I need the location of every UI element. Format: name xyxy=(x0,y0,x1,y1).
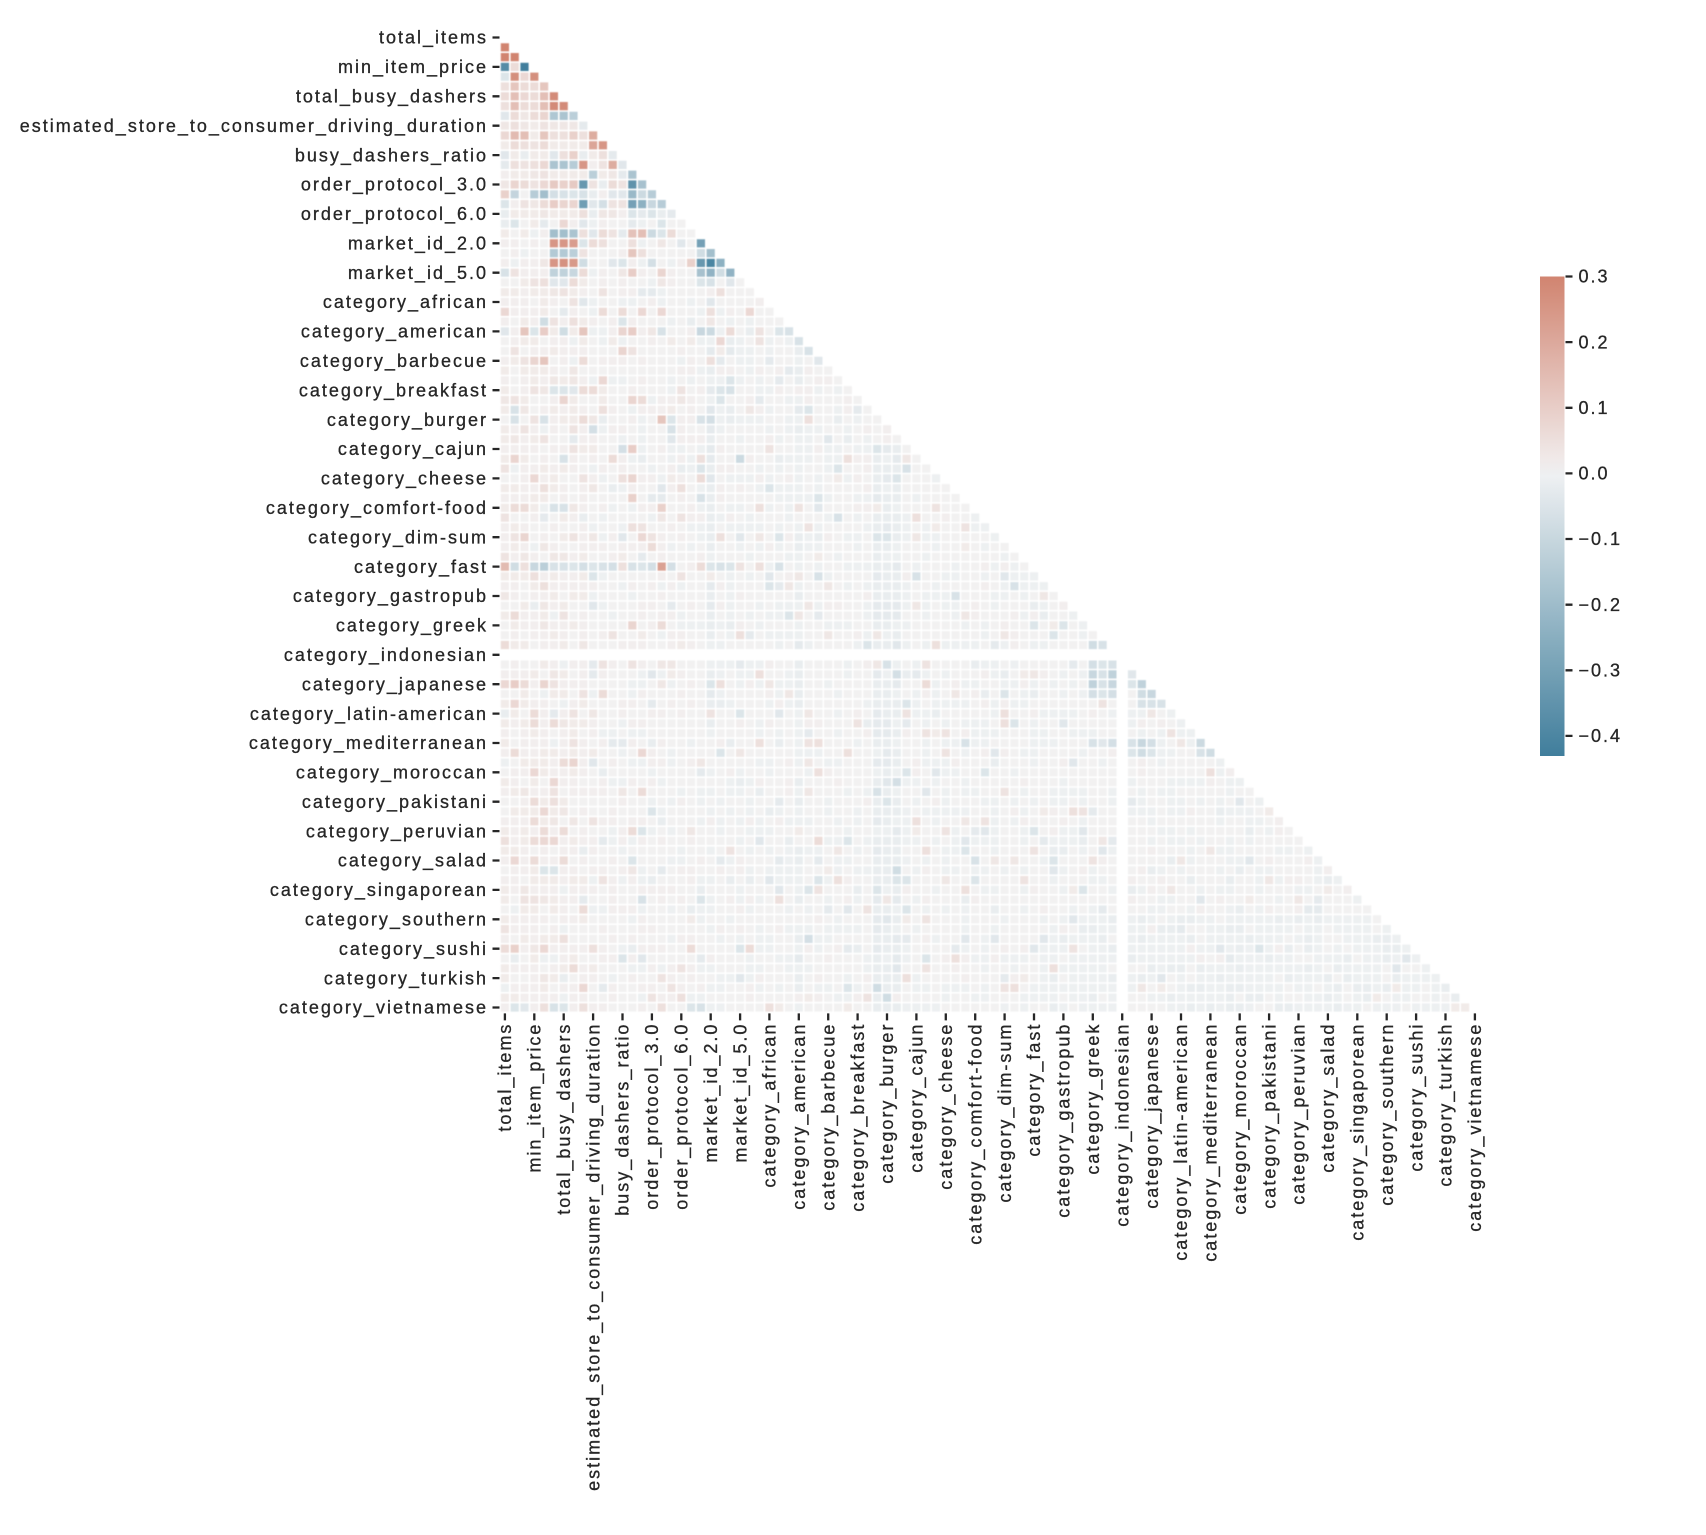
svg-text:category_singaporean: category_singaporean xyxy=(1348,1023,1369,1241)
svg-text:category_japanese: category_japanese xyxy=(1142,1023,1163,1209)
svg-text:total_busy_dashers: total_busy_dashers xyxy=(296,87,488,108)
svg-text:category_fast: category_fast xyxy=(1024,1023,1045,1157)
svg-text:−0.1: −0.1 xyxy=(1579,529,1623,549)
svg-text:category_gastropub: category_gastropub xyxy=(1054,1023,1075,1218)
svg-text:category_dim-sum: category_dim-sum xyxy=(308,527,488,548)
svg-text:total_items: total_items xyxy=(495,1023,516,1132)
svg-text:category_southern: category_southern xyxy=(305,910,488,931)
svg-text:category_comfort-food: category_comfort-food xyxy=(965,1023,986,1245)
svg-text:category_turkish: category_turkish xyxy=(1436,1023,1457,1187)
svg-text:category_southern: category_southern xyxy=(1377,1023,1398,1206)
svg-text:category_sushi: category_sushi xyxy=(339,939,488,960)
svg-text:category_japanese: category_japanese xyxy=(302,674,488,695)
svg-text:−0.4: −0.4 xyxy=(1579,726,1623,746)
svg-text:order_protocol_3.0: order_protocol_3.0 xyxy=(301,175,488,196)
svg-text:category_salad: category_salad xyxy=(338,851,488,872)
svg-text:category_vietnamese: category_vietnamese xyxy=(279,998,488,1019)
svg-text:category_burger: category_burger xyxy=(877,1023,898,1184)
svg-text:category_greek: category_greek xyxy=(336,616,488,637)
svg-text:category_comfort-food: category_comfort-food xyxy=(266,498,488,519)
svg-text:category_fast: category_fast xyxy=(354,557,488,578)
svg-text:category_mediterranean: category_mediterranean xyxy=(249,733,488,754)
svg-text:category_peruvian: category_peruvian xyxy=(1289,1023,1310,1205)
svg-text:0.2: 0.2 xyxy=(1579,332,1610,352)
svg-text:category_peruvian: category_peruvian xyxy=(306,821,488,842)
svg-text:category_barbecue: category_barbecue xyxy=(818,1023,839,1211)
svg-text:category_cajun: category_cajun xyxy=(907,1023,928,1173)
svg-text:total_busy_dashers: total_busy_dashers xyxy=(554,1023,575,1215)
svg-text:category_salad: category_salad xyxy=(1318,1023,1339,1173)
svg-text:category_gastropub: category_gastropub xyxy=(293,586,488,607)
svg-text:order_protocol_6.0: order_protocol_6.0 xyxy=(672,1023,693,1210)
svg-text:category_breakfast: category_breakfast xyxy=(299,380,488,401)
svg-text:market_id_2.0: market_id_2.0 xyxy=(348,234,488,255)
svg-text:−0.3: −0.3 xyxy=(1579,661,1623,681)
svg-text:0.1: 0.1 xyxy=(1579,398,1610,418)
svg-text:category_barbecue: category_barbecue xyxy=(300,351,488,372)
svg-text:total_items: total_items xyxy=(379,28,488,49)
svg-text:−0.2: −0.2 xyxy=(1579,595,1623,615)
svg-text:category_indonesian: category_indonesian xyxy=(284,645,488,666)
svg-text:category_breakfast: category_breakfast xyxy=(848,1023,869,1212)
svg-text:category_turkish: category_turkish xyxy=(324,968,488,989)
svg-text:market_id_2.0: market_id_2.0 xyxy=(701,1023,722,1163)
svg-text:busy_dashers_ratio: busy_dashers_ratio xyxy=(295,145,488,166)
svg-text:category_latin-american: category_latin-american xyxy=(1171,1023,1192,1261)
svg-text:market_id_5.0: market_id_5.0 xyxy=(730,1023,751,1163)
svg-text:category_pakistani: category_pakistani xyxy=(1259,1023,1280,1209)
svg-text:category_singaporean: category_singaporean xyxy=(270,880,488,901)
svg-text:category_cheese: category_cheese xyxy=(321,469,488,490)
svg-text:category_mediterranean: category_mediterranean xyxy=(1201,1023,1222,1262)
svg-text:category_pakistani: category_pakistani xyxy=(302,792,488,813)
svg-text:category_greek: category_greek xyxy=(1083,1023,1104,1175)
svg-text:category_dim-sum: category_dim-sum xyxy=(995,1023,1016,1203)
svg-text:category_burger: category_burger xyxy=(327,410,488,431)
svg-text:category_american: category_american xyxy=(789,1023,810,1210)
svg-text:0.0: 0.0 xyxy=(1579,464,1610,484)
svg-text:category_sushi: category_sushi xyxy=(1406,1023,1427,1172)
svg-text:busy_dashers_ratio: busy_dashers_ratio xyxy=(613,1023,634,1216)
svg-text:estimated_store_to_consumer_dr: estimated_store_to_consumer_driving_dura… xyxy=(20,116,488,137)
svg-text:category_african: category_african xyxy=(323,292,488,313)
svg-text:market_id_5.0: market_id_5.0 xyxy=(348,263,488,284)
svg-text:category_moroccan: category_moroccan xyxy=(296,763,488,784)
svg-text:category_cajun: category_cajun xyxy=(338,439,488,460)
svg-text:order_protocol_6.0: order_protocol_6.0 xyxy=(301,204,488,225)
svg-text:min_item_price: min_item_price xyxy=(338,57,488,78)
svg-text:category_latin-american: category_latin-american xyxy=(250,704,488,725)
svg-text:min_item_price: min_item_price xyxy=(525,1023,546,1173)
svg-text:category_african: category_african xyxy=(760,1023,781,1188)
svg-text:order_protocol_3.0: order_protocol_3.0 xyxy=(642,1023,663,1210)
svg-text:0.3: 0.3 xyxy=(1579,267,1610,287)
svg-text:category_moroccan: category_moroccan xyxy=(1230,1023,1251,1215)
svg-text:category_american: category_american xyxy=(301,322,488,343)
svg-text:category_indonesian: category_indonesian xyxy=(1112,1023,1133,1227)
svg-text:category_cheese: category_cheese xyxy=(936,1023,957,1190)
svg-text:category_vietnamese: category_vietnamese xyxy=(1465,1023,1486,1232)
svg-text:estimated_store_to_consumer_dr: estimated_store_to_consumer_driving_dura… xyxy=(583,1023,604,1491)
